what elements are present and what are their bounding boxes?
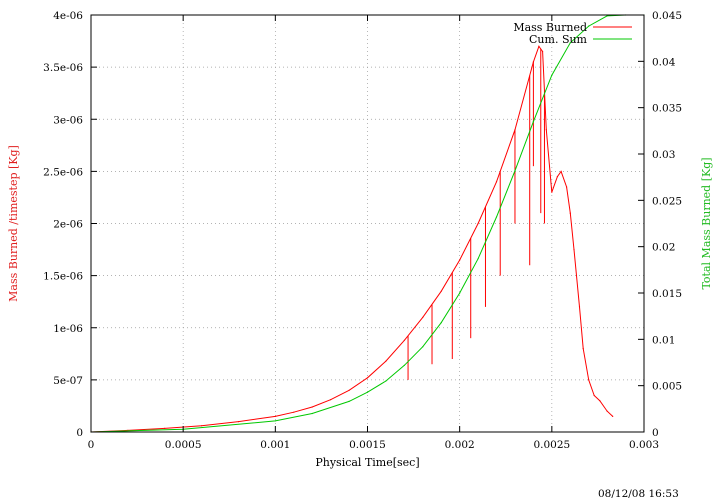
series-point-1 bbox=[440, 290, 442, 292]
timestamp: 08/12/08 16:53 bbox=[598, 488, 679, 500]
y2-tick-label: 0.005 bbox=[652, 381, 682, 393]
series-point-1 bbox=[542, 50, 544, 53]
series-point-1 bbox=[560, 170, 562, 172]
series-point-1 bbox=[385, 360, 387, 362]
y-tick-label: 2e-06 bbox=[53, 219, 83, 231]
series-point-1 bbox=[606, 410, 608, 412]
series-point-2 bbox=[477, 258, 479, 260]
series-point-1 bbox=[556, 176, 559, 178]
series-point-1 bbox=[274, 415, 276, 417]
series-point-1 bbox=[599, 400, 601, 402]
y2-axis-title: Total Mass Burned [Kg] bbox=[700, 157, 713, 289]
y-tick-label: 3e-06 bbox=[53, 114, 83, 126]
series-point-2 bbox=[348, 400, 350, 402]
series-point-1 bbox=[366, 377, 369, 379]
y-tick-label: 5e-07 bbox=[53, 375, 83, 387]
series-point-1 bbox=[612, 415, 614, 417]
y-tick-label: 0 bbox=[76, 427, 83, 439]
series-point-1 bbox=[164, 427, 166, 429]
y-tick-label: 2.5e-06 bbox=[43, 166, 83, 178]
series-point-1 bbox=[538, 45, 540, 47]
y2-tick-label: 0.02 bbox=[652, 242, 675, 254]
legend-label-2: Cum. Sum bbox=[529, 33, 588, 46]
series-point-2 bbox=[588, 25, 590, 27]
series-point-1 bbox=[495, 181, 498, 183]
series-point-2 bbox=[385, 380, 387, 382]
series-point-2 bbox=[403, 364, 405, 366]
series-point-1 bbox=[551, 191, 553, 193]
series-point-2 bbox=[440, 322, 442, 324]
series-point-1 bbox=[569, 212, 571, 214]
series-point-2 bbox=[551, 74, 553, 76]
series-point-1 bbox=[293, 411, 295, 413]
y2-tick-label: 0.04 bbox=[652, 56, 676, 68]
series-point-1 bbox=[545, 129, 547, 131]
series-line-1 bbox=[90, 45, 614, 433]
series-point-1 bbox=[330, 399, 332, 401]
y-axis-title: Mass Burned /timestep [Kg] bbox=[7, 145, 20, 302]
series-point-2 bbox=[366, 391, 369, 393]
series-point-2 bbox=[606, 15, 608, 17]
series-point-2 bbox=[514, 170, 516, 172]
y2-tick-label: 0.045 bbox=[652, 10, 682, 22]
y2-tick-label: 0.035 bbox=[652, 103, 682, 115]
x-tick-label: 0 bbox=[88, 439, 95, 451]
y-tick-label: 1.5e-06 bbox=[43, 271, 83, 283]
series-point-2 bbox=[495, 216, 498, 218]
series-point-2 bbox=[569, 42, 571, 44]
x-tick-label: 0.003 bbox=[629, 439, 659, 451]
series-point-2 bbox=[422, 346, 424, 348]
y-tick-label: 1e-06 bbox=[53, 323, 83, 335]
y2-tick-label: 0.01 bbox=[652, 334, 675, 346]
series-point-1 bbox=[573, 249, 575, 251]
y2-tick-label: 0 bbox=[652, 427, 659, 439]
series-point-1 bbox=[582, 348, 584, 350]
legend-label-1: Mass Burned bbox=[513, 21, 587, 34]
x-axis-title: Physical Time[sec] bbox=[315, 456, 419, 469]
y2-tick-label: 0.03 bbox=[652, 149, 675, 161]
grid bbox=[91, 15, 644, 432]
x-tick-label: 0.0015 bbox=[349, 439, 386, 451]
y-tick-label: 4e-06 bbox=[53, 10, 83, 22]
series-point-1 bbox=[422, 316, 424, 318]
series-point-2 bbox=[311, 412, 313, 415]
x-tick-label: 0.001 bbox=[260, 439, 290, 451]
series-point-1 bbox=[588, 379, 590, 381]
series-point-1 bbox=[348, 389, 350, 391]
y-tick-label: 3.5e-06 bbox=[43, 62, 83, 74]
series-point-1 bbox=[566, 186, 568, 188]
series-point-2 bbox=[274, 420, 276, 422]
ticks: 0 0.0005 0.001 0.0015 0.002 0.0025 0.00305e-07… bbox=[43, 10, 682, 451]
series-point-2 bbox=[532, 121, 535, 123]
x-tick-label: 0.0005 bbox=[165, 439, 202, 451]
series-point-1 bbox=[403, 339, 405, 341]
x-tick-label: 0.002 bbox=[445, 439, 475, 451]
series-point-1 bbox=[237, 421, 240, 423]
series-point-2 bbox=[459, 292, 461, 294]
series-layer bbox=[90, 14, 645, 433]
series-point-1 bbox=[578, 306, 581, 308]
y2-tick-label: 0.015 bbox=[652, 288, 682, 300]
series-point-1 bbox=[311, 406, 313, 408]
series-point-1 bbox=[201, 425, 203, 427]
series-point-1 bbox=[477, 222, 479, 225]
y2-tick-label: 0.025 bbox=[652, 195, 682, 207]
series-point-1 bbox=[459, 259, 461, 261]
series-point-1 bbox=[593, 394, 595, 397]
x-tick-label: 0.0025 bbox=[533, 439, 570, 451]
